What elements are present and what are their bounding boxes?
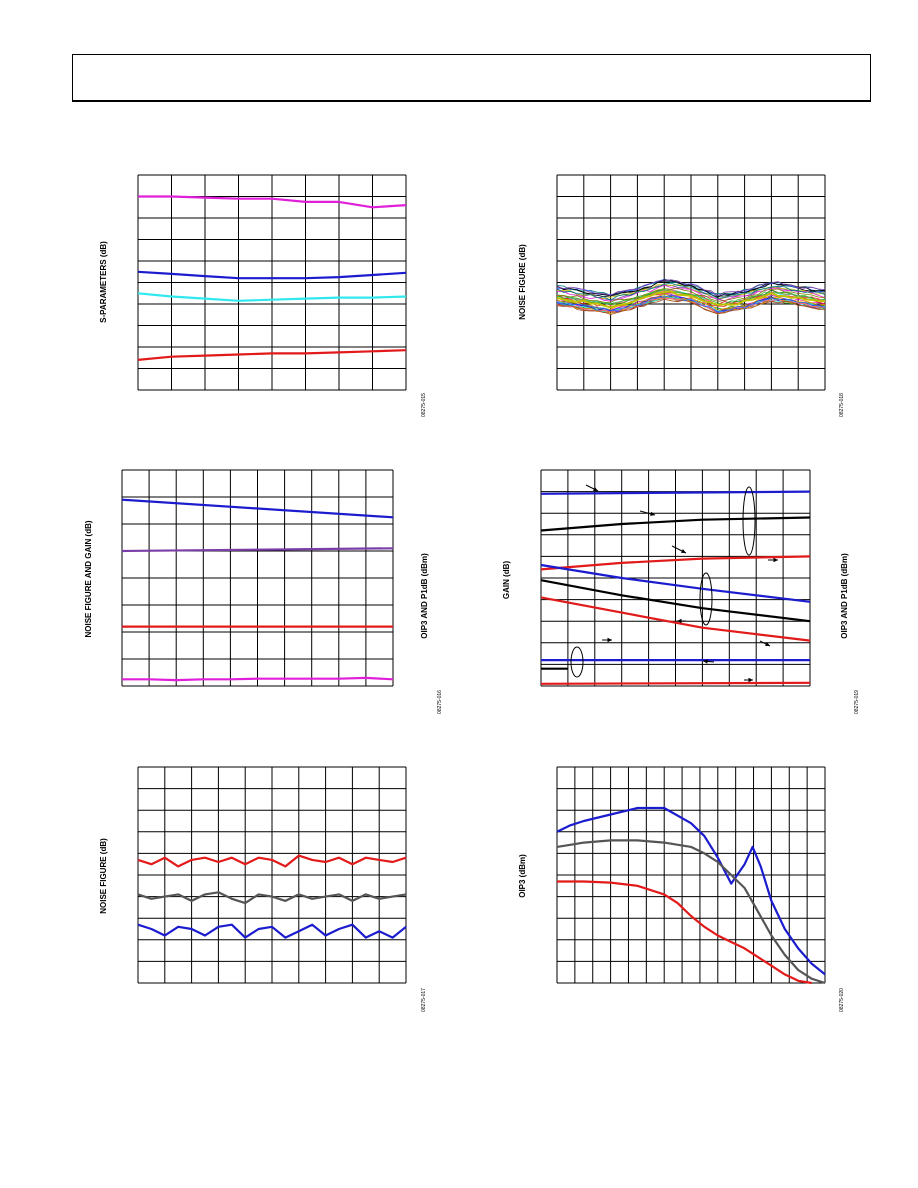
chart-0-series-1-line [137,270,407,280]
chart-1-unit-trace [556,287,826,303]
chart-3-ylabel-right: OIP3 AND P1dB (dBm) [840,553,849,639]
chart-1-unit-trace [556,295,826,313]
callout-arrowhead [765,642,770,646]
chart-3-series-2-line [540,555,811,571]
gain-oip3-p1db-chart [540,469,811,687]
chart-3-figure-id: 08275-019 [854,690,860,714]
callout-arrowhead [703,659,708,664]
chart-1-ylabel: NOISE FIGURE (dB) [518,244,527,320]
chart-2-figure-id: 08275-016 [437,690,443,714]
oip3-chart [556,766,826,985]
chart-1-unit-trace [556,282,826,301]
chart-1-unit-trace [556,279,826,298]
chart-1-grid [556,174,826,391]
s-parameters-chart [137,174,407,391]
grouping-ellipse [570,646,584,678]
chart-0-series-0-line [138,195,407,209]
callout-arrowhead [748,677,753,683]
chart-0-series-3-line [137,349,407,361]
chart-1-unit-trace [556,294,826,313]
chart-3-grid [540,469,811,687]
chart-0-figure-id: 08275-015 [421,393,427,417]
chart-2-series-1-line [121,547,394,553]
chart-3-series-3-line [540,563,811,603]
chart-0-ylabel: S-PARAMETERS (dB) [99,241,108,323]
chart-1-unit-trace [556,284,826,302]
chart-5-figure-id: 08275-020 [839,988,845,1012]
callout-arrowhead [593,487,598,491]
chart-5-ylabel: OIP3 (dBm) [518,854,527,898]
chart-4-series-0-line [137,854,407,868]
chart-1-figure-id: 08275-018 [839,393,845,417]
chart-2-series-0-line [121,498,394,519]
callout-arrowhead [650,511,655,516]
noise-figure-and-gain-chart [121,469,394,687]
chart-5-series-1-line [556,839,826,985]
chart-3-ylabel: GAIN (dB) [502,561,511,600]
chart-2-series-3-line [122,676,394,682]
chart-4-series-1-line [137,891,407,905]
callout-arrowhead [773,557,778,563]
chart-1-unit-trace [556,290,826,309]
callout-arrowhead [681,549,686,553]
chart-5-series-2-line [557,880,812,985]
chart-2-grid [121,469,394,687]
chart-4-ylabel: NOISE FIGURE (dB) [99,838,108,914]
chart-0-series-2-line [137,292,407,302]
noise-figure-distribution-chart [556,174,826,391]
chart-4-series-2-line [137,923,407,939]
chart-3-series-1-line [540,516,811,532]
chart-3-series-0-line [540,490,811,495]
callout-arrowhead [677,618,682,624]
callout-arrowhead [607,637,612,643]
chart-4-figure-id: 08275-017 [421,988,427,1012]
chart-1-unit-trace [556,298,826,314]
chart-3-series-8-line [540,681,811,685]
chart-3-series-5-line [540,596,811,642]
chart-5-grid [556,766,826,984]
grouping-ellipse [742,486,756,556]
noise-figure-vs-temperature-chart [137,766,407,984]
chart-4-grid [137,766,407,984]
chart-2-ylabel-right: OIP3 AND P1dB (dBm) [420,553,429,639]
chart-5-series-0-line [556,806,826,976]
page-header-box [72,54,871,102]
chart-2-ylabel: NOISE FIGURE AND GAIN (dB) [84,520,93,637]
grouping-ellipse [699,572,713,626]
chart-1-unit-trace [556,279,826,297]
chart-3-series-4-line [540,579,811,623]
